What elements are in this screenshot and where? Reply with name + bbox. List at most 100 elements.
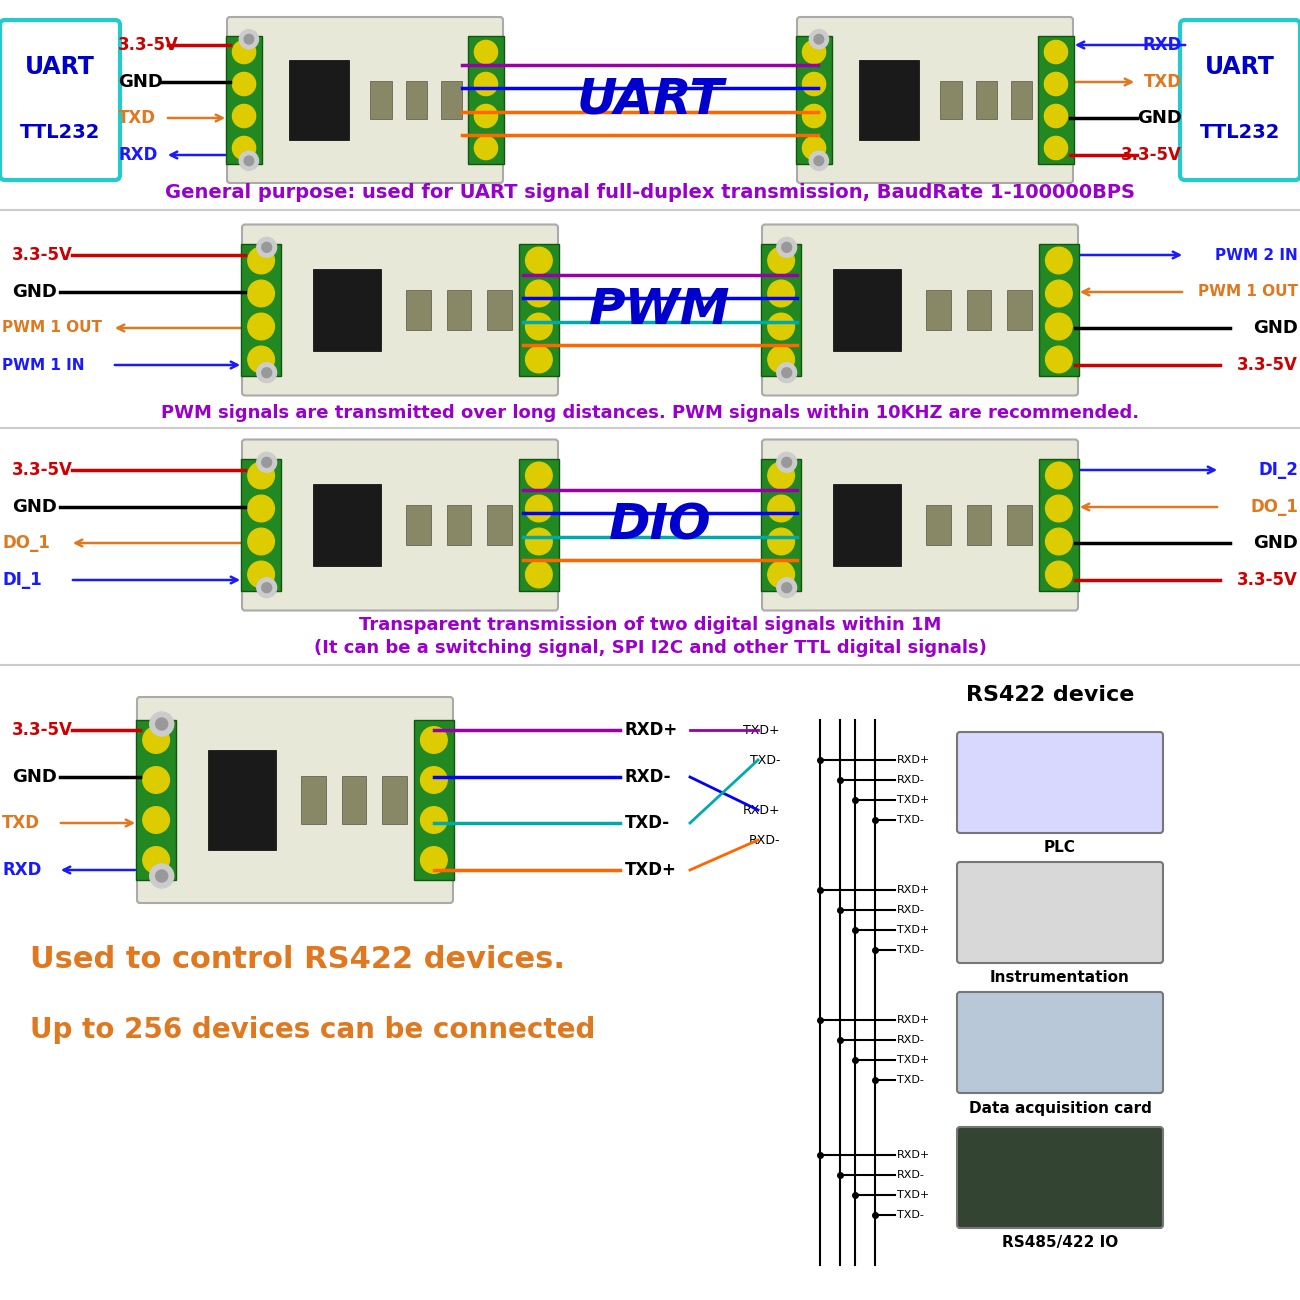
Text: RXD+: RXD+: [742, 803, 780, 816]
Circle shape: [768, 247, 794, 274]
Circle shape: [156, 718, 168, 731]
Circle shape: [421, 767, 447, 793]
Text: RXD: RXD: [1143, 36, 1182, 55]
Bar: [208, 750, 277, 850]
Text: TXD: TXD: [3, 814, 40, 832]
FancyBboxPatch shape: [797, 17, 1072, 183]
Bar: [406, 81, 428, 120]
Circle shape: [802, 136, 826, 160]
Circle shape: [1044, 136, 1067, 160]
Text: RXD-: RXD-: [897, 1170, 924, 1180]
Bar: [966, 506, 992, 545]
Circle shape: [474, 104, 498, 127]
Circle shape: [777, 363, 797, 382]
Text: TXD: TXD: [118, 109, 156, 127]
Circle shape: [768, 528, 794, 555]
Text: UART: UART: [1205, 55, 1275, 79]
Text: 3.3-5V: 3.3-5V: [12, 722, 73, 738]
Bar: [240, 244, 281, 376]
Text: GND: GND: [1138, 109, 1182, 127]
Circle shape: [802, 73, 826, 96]
Circle shape: [248, 463, 274, 489]
Bar: [136, 720, 177, 880]
Text: TTL232: TTL232: [20, 124, 100, 143]
Text: Transparent transmission of two digital signals within 1M: Transparent transmission of two digital …: [359, 616, 941, 634]
Circle shape: [143, 846, 169, 874]
Text: RXD-: RXD-: [897, 905, 924, 915]
Bar: [926, 506, 952, 545]
Circle shape: [233, 104, 256, 127]
Text: UART: UART: [25, 55, 95, 79]
Text: GND: GND: [1253, 318, 1297, 337]
Circle shape: [525, 346, 552, 373]
Circle shape: [525, 463, 552, 489]
Text: TXD-: TXD-: [897, 815, 924, 826]
Bar: [240, 459, 281, 592]
Bar: [966, 290, 992, 330]
Text: DIO: DIO: [608, 500, 711, 549]
FancyBboxPatch shape: [242, 225, 558, 395]
Circle shape: [150, 712, 174, 736]
Bar: [226, 36, 261, 164]
Bar: [486, 290, 512, 330]
FancyBboxPatch shape: [957, 1127, 1164, 1228]
Bar: [519, 459, 559, 592]
Text: TXD+: TXD+: [625, 861, 677, 879]
Circle shape: [261, 368, 272, 378]
Circle shape: [474, 73, 498, 96]
Text: RXD+: RXD+: [625, 722, 679, 738]
Bar: [833, 484, 901, 567]
Circle shape: [525, 495, 552, 521]
Circle shape: [768, 495, 794, 521]
Text: RXD+: RXD+: [897, 1015, 931, 1024]
Text: PWM 2 IN: PWM 2 IN: [1216, 247, 1297, 263]
Text: Instrumentation: Instrumentation: [991, 971, 1130, 985]
Circle shape: [814, 156, 824, 165]
Text: RXD-: RXD-: [897, 1035, 924, 1045]
Circle shape: [248, 247, 274, 274]
Text: TXD-: TXD-: [625, 814, 670, 832]
Text: RXD+: RXD+: [897, 885, 931, 894]
Circle shape: [781, 368, 792, 378]
FancyBboxPatch shape: [957, 862, 1164, 963]
Text: 3.3-5V: 3.3-5V: [1238, 356, 1297, 374]
Circle shape: [421, 846, 447, 874]
Circle shape: [768, 463, 794, 489]
Circle shape: [1045, 463, 1072, 489]
Circle shape: [233, 136, 256, 160]
Text: GND: GND: [12, 283, 57, 302]
Text: General purpose: used for UART signal full-duplex transmission, BaudRate 1-10000: General purpose: used for UART signal fu…: [165, 183, 1135, 203]
Circle shape: [244, 156, 254, 165]
Circle shape: [248, 528, 274, 555]
Bar: [370, 81, 393, 120]
Bar: [833, 269, 901, 351]
Circle shape: [474, 136, 498, 160]
Text: PLC: PLC: [1044, 841, 1076, 855]
Text: GND: GND: [12, 768, 57, 786]
Circle shape: [802, 40, 826, 64]
Circle shape: [248, 281, 274, 307]
Circle shape: [810, 151, 828, 170]
Text: 3.3-5V: 3.3-5V: [12, 462, 73, 478]
FancyBboxPatch shape: [242, 439, 558, 611]
Circle shape: [781, 458, 792, 467]
Circle shape: [1045, 528, 1072, 555]
Text: 3.3-5V: 3.3-5V: [1238, 571, 1297, 589]
Bar: [760, 244, 801, 376]
Circle shape: [777, 238, 797, 257]
Bar: [486, 506, 512, 545]
Text: Up to 256 devices can be connected: Up to 256 devices can be connected: [30, 1017, 595, 1044]
Bar: [859, 60, 919, 140]
FancyBboxPatch shape: [762, 225, 1078, 395]
Text: TXD+: TXD+: [897, 796, 929, 805]
Text: 3.3-5V: 3.3-5V: [1121, 146, 1182, 164]
FancyBboxPatch shape: [0, 20, 120, 179]
Circle shape: [248, 346, 274, 373]
Circle shape: [233, 73, 256, 96]
Text: TTL232: TTL232: [1200, 124, 1280, 143]
Circle shape: [525, 528, 552, 555]
Circle shape: [768, 313, 794, 339]
Text: UART: UART: [576, 75, 724, 124]
FancyBboxPatch shape: [957, 732, 1164, 833]
Circle shape: [261, 242, 272, 252]
